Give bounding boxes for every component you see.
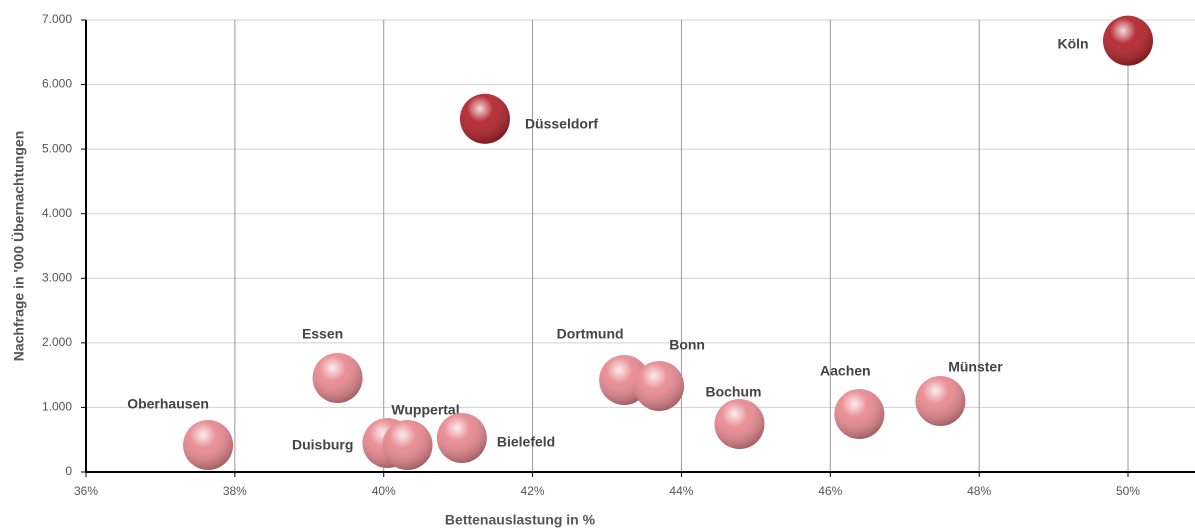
point-label: Bonn	[669, 337, 705, 353]
point-label: Düsseldorf	[525, 115, 598, 131]
point-shade	[634, 360, 685, 411]
y-tick-label: 1.000	[42, 400, 72, 414]
point-shade	[436, 412, 487, 463]
point-shade	[915, 375, 966, 426]
y-tick-label: 7.000	[42, 12, 72, 26]
point-label: Bochum	[705, 384, 761, 400]
point-shade	[834, 389, 885, 440]
x-tick-label: 46%	[818, 484, 842, 498]
point-label: Münster	[948, 359, 1003, 375]
point-label: Aachen	[820, 363, 871, 379]
x-tick-label: 44%	[669, 484, 693, 498]
x-axis-title: Bettenauslastung in %	[445, 512, 596, 528]
x-tick-label: 48%	[967, 484, 991, 498]
y-tick-label: 6.000	[42, 77, 72, 91]
y-axis-title: Nachfrage in '000 Übernachtungen	[11, 131, 27, 362]
point-label: Dortmund	[557, 326, 624, 342]
point-label: Wuppertal	[391, 402, 459, 418]
y-tick-label: 3.000	[42, 270, 72, 284]
x-tick-label: 50%	[1116, 484, 1140, 498]
point-label: Bielefeld	[497, 434, 555, 450]
x-tick-label: 36%	[74, 484, 98, 498]
y-tick-label: 0	[65, 464, 72, 478]
x-tick-label: 38%	[223, 484, 247, 498]
point-shade	[1103, 15, 1154, 66]
point-shade	[459, 93, 510, 144]
point-shade	[382, 420, 433, 471]
y-tick-label: 2.000	[42, 335, 72, 349]
point-label: Köln	[1057, 35, 1088, 51]
x-tick-label: 42%	[521, 484, 545, 498]
point-shade	[714, 399, 765, 450]
y-tick-label: 5.000	[42, 141, 72, 155]
point-shade	[183, 420, 234, 471]
y-tick-label: 4.000	[42, 206, 72, 220]
x-tick-label: 40%	[372, 484, 396, 498]
point-label: Essen	[302, 326, 343, 342]
point-label: Duisburg	[292, 437, 353, 453]
point-label: Oberhausen	[127, 396, 209, 412]
point-shade	[312, 352, 363, 403]
